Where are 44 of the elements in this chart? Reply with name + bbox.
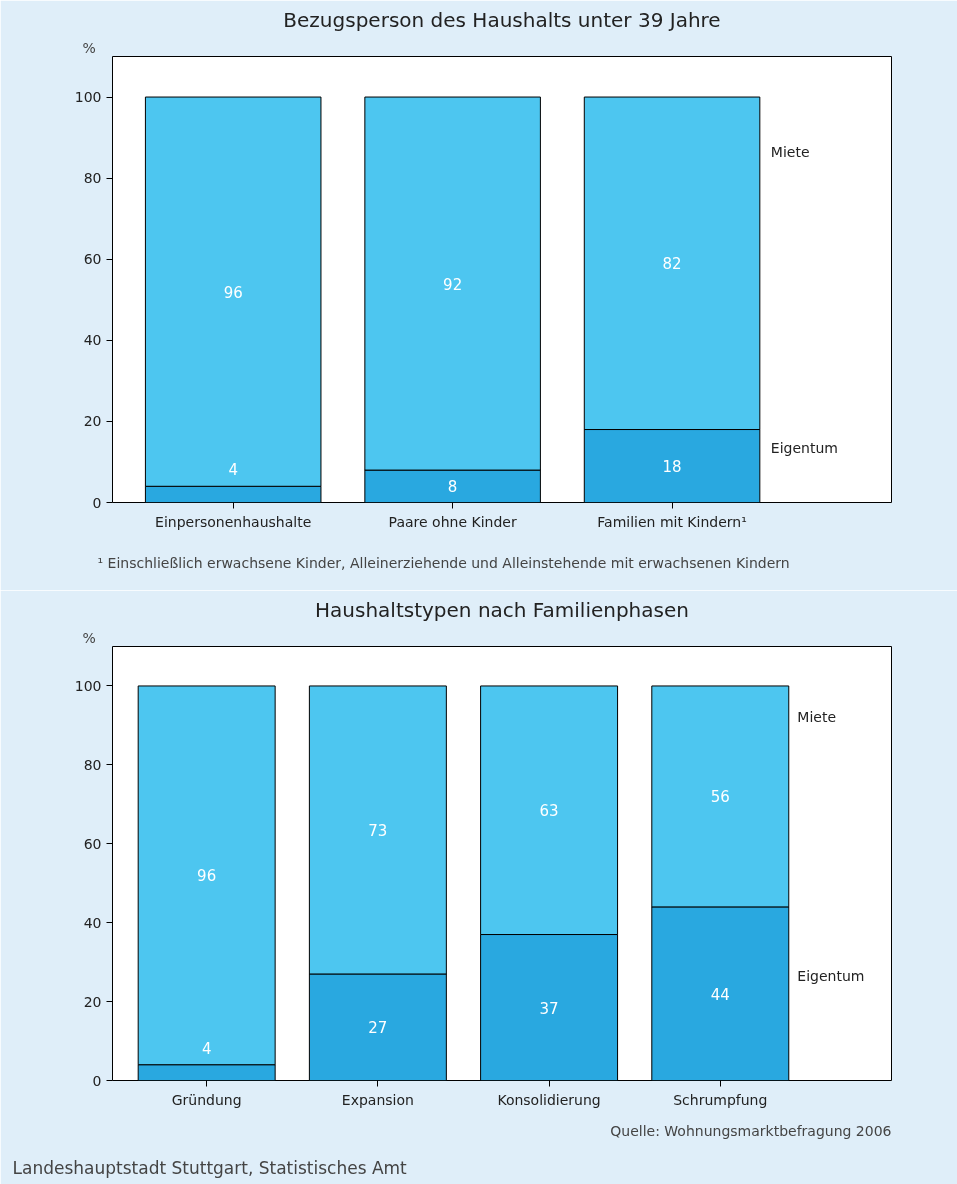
data-label: 27: [368, 1019, 388, 1038]
data-label: 44: [710, 985, 730, 1004]
series-label: Eigentum: [797, 968, 865, 985]
x-tick-label: Expansion: [341, 1091, 414, 1108]
text: ¹ Einschließlich erwachsene Kinder, Alleinerziehende und Alleinstehende mit erwachsenen Kindern: [97, 554, 790, 571]
data-label: 56: [710, 788, 730, 807]
data-label: 92: [443, 275, 463, 294]
data-label: 63: [539, 802, 559, 821]
data-label: 4: [201, 1039, 212, 1058]
y-tick-label: 100: [74, 677, 102, 694]
data-label: 96: [223, 283, 243, 302]
data-label: 73: [368, 821, 388, 840]
y-axis-title: %: [82, 39, 96, 56]
y-tick-label: 40: [83, 914, 102, 931]
data-label: 4: [228, 461, 238, 480]
y-tick-label: 80: [83, 756, 102, 773]
x-tick-label: Schrumpfung: [673, 1091, 768, 1108]
y-tick-label: 80: [83, 170, 102, 187]
series-label: Miete: [797, 709, 837, 726]
source-note: Quelle: Wohnungsmarktbefragung 2006: [610, 1122, 892, 1139]
data-label: 37: [539, 999, 559, 1018]
series-label: Miete: [770, 144, 810, 161]
series-label: Eigentum: [770, 440, 838, 457]
y-tick-label: 0: [92, 1072, 102, 1089]
text: Landeshauptstadt Stuttgart, Statistisches Amt: [12, 1157, 408, 1178]
data-label: 18: [662, 458, 682, 477]
x-tick-label: Paare ohne Kinder: [388, 513, 517, 530]
y-tick-label: 60: [83, 251, 102, 268]
y-axis-title: %: [82, 629, 96, 646]
y-tick-label: 60: [83, 835, 102, 852]
y-tick-label: 0: [92, 494, 102, 511]
chart-title: Bezugsperson des Haushalts unter 39 Jahre: [283, 7, 721, 32]
chart-title: Haushaltstypen nach Familienphasen: [315, 597, 689, 622]
x-tick-label: Konsolidierung: [497, 1091, 601, 1108]
x-tick-label: Familien mit Kindern¹: [597, 513, 747, 530]
x-tick-label: Einpersonenhaushalte: [155, 513, 312, 530]
y-tick-label: 100: [74, 89, 102, 106]
data-label: 8: [447, 478, 458, 497]
x-tick-label: Gründung: [171, 1091, 242, 1108]
y-tick-label: 20: [83, 413, 102, 430]
y-tick-label: 20: [83, 993, 102, 1010]
data-label: 82: [662, 255, 682, 274]
y-tick-label: 40: [83, 332, 102, 349]
data-label: 96: [197, 867, 217, 886]
